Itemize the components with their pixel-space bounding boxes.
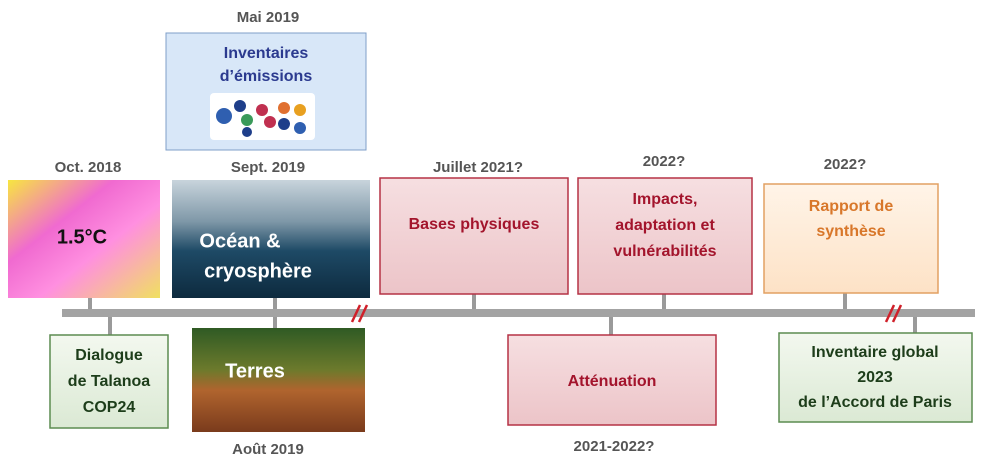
date-label: Oct. 2018 (55, 159, 122, 176)
box-label: Atténuation (568, 373, 657, 390)
date-label: 2022? (824, 156, 867, 173)
box-label: cryosphère (204, 260, 312, 282)
box-label: Inventaires (224, 45, 309, 62)
box-label: 1.5°C (57, 226, 107, 248)
emission-icon (210, 93, 315, 140)
date-label: Mai 2019 (237, 9, 300, 26)
box-label: vulnérabilités (613, 243, 716, 260)
date-label: Août 2019 (232, 441, 304, 458)
box-label: d’émissions (220, 68, 313, 85)
timeline-diagram: Oct. 2018 1.5°C Mai 2019 Inventaires d’é… (0, 0, 982, 458)
box-label: Terres (225, 360, 285, 382)
box-label: de Talanoa (68, 373, 150, 390)
box-label: Océan & (199, 230, 280, 252)
box-label: Dialogue (75, 347, 143, 364)
box-label: COP24 (83, 399, 136, 416)
timeline-bar (62, 309, 975, 317)
date-label: 2022? (643, 153, 686, 170)
box-label: adaptation et (615, 217, 715, 234)
box-label: de l’Accord de Paris (798, 394, 952, 411)
bases-box (380, 178, 568, 294)
box-label: Inventaire global (811, 344, 938, 361)
box-label: Bases physiques (409, 216, 540, 233)
date-label: Sept. 2019 (231, 159, 305, 176)
date-label: 2021-2022? (574, 438, 655, 455)
box-label: Rapport de (809, 198, 894, 215)
box-label: Impacts, (633, 191, 698, 208)
date-label: Juillet 2021? (433, 159, 523, 176)
box-label: synthèse (816, 223, 885, 240)
box-label: 2023 (857, 369, 893, 386)
